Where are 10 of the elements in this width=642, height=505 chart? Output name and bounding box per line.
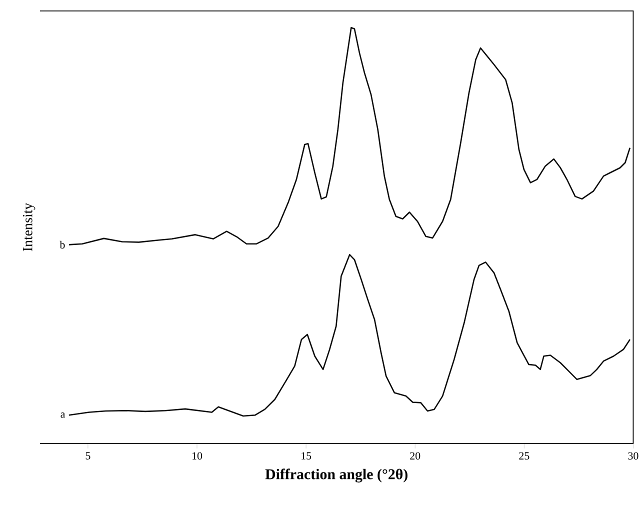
series-label: a (60, 412, 66, 418)
x-tick-label: 25 (519, 452, 530, 460)
x-tick-label: 20 (410, 452, 420, 460)
x-axis-title: Diffraction angle (°2θ) (265, 468, 408, 482)
y-axis-title: Intensity (22, 202, 36, 251)
x-tick-label: 15 (302, 452, 312, 460)
x-tick-label: 5 (86, 452, 90, 460)
x-tick-label: 10 (192, 452, 202, 460)
series-label: b (60, 240, 65, 248)
x-tick-label: 30 (628, 452, 638, 460)
